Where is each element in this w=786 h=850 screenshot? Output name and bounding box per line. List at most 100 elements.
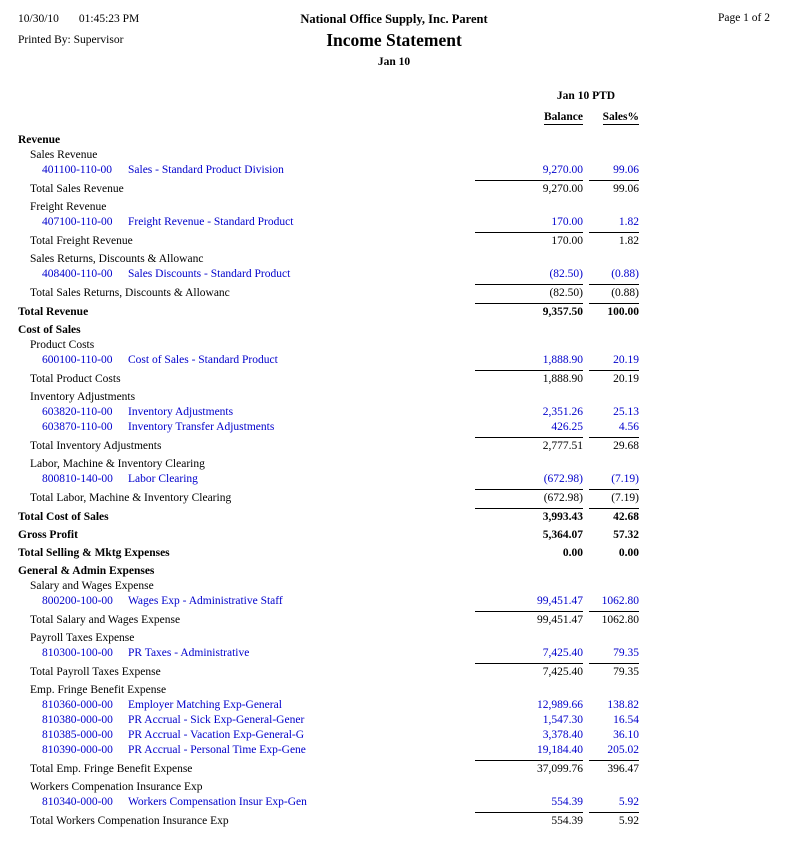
row-label-cell: Total Freight Revenue [18, 233, 475, 248]
row-label: Salary and Wages Expense [30, 579, 154, 592]
total-row: Total Emp. Fringe Benefit Expense 37,099.… [18, 760, 639, 776]
sales-pct-value[interactable]: 36.10 [613, 728, 639, 741]
sales-pct-value[interactable]: 4.56 [618, 420, 639, 433]
account-number-link[interactable]: 810390-000-00 [42, 743, 113, 756]
account-number-link[interactable]: 408400-110-00 [42, 267, 113, 280]
sales-pct-value[interactable]: 16.54 [613, 713, 639, 726]
balance-value[interactable]: 12,989.66 [537, 698, 583, 711]
balance-value[interactable]: (82.50) [549, 267, 583, 280]
account-description-link[interactable]: Workers Compensation Insur Exp-Gen [128, 795, 307, 808]
row-label: Inventory Adjustments [30, 390, 136, 403]
row-label-cell: Gross Profit [18, 527, 475, 542]
row-label-cell: Cost of Sales [18, 322, 639, 337]
row-label-cell: Total Sales Returns, Discounts & Allowan… [18, 285, 475, 300]
account-number-link[interactable]: 401100-110-00 [42, 163, 113, 176]
sales-pct-value[interactable]: 138.82 [607, 698, 639, 711]
row-label: Freight Revenue [30, 200, 107, 213]
balance-value[interactable]: 2,351.26 [542, 405, 583, 418]
sales-pct-value[interactable]: 25.13 [613, 405, 639, 418]
account-number-link[interactable]: 800810-140-00 [42, 472, 113, 485]
sales-pct-value[interactable]: 5.92 [618, 795, 639, 808]
section-row: Revenue [18, 132, 639, 147]
sales-pct-value[interactable]: 1062.80 [601, 594, 639, 607]
account-description-link[interactable]: Freight Revenue - Standard Product [128, 215, 294, 228]
sales-pct-value[interactable]: 99.06 [613, 163, 639, 176]
balance-value[interactable]: 7,425.40 [542, 646, 583, 659]
account-number-link[interactable]: 810385-000-00 [42, 728, 113, 741]
row-label: General & Admin Expenses [18, 564, 155, 577]
detail-row: 401100-110-00 Sales - Standard Product Di… [18, 162, 639, 177]
account-number-link[interactable]: 600100-110-00 [42, 353, 113, 366]
balance-value[interactable]: (672.98) [543, 472, 583, 485]
section-row: Cost of Sales [18, 322, 639, 337]
balance-value: 1,888.90 [475, 370, 583, 386]
sales-pct-value[interactable]: 1.82 [618, 215, 639, 228]
detail-row: 800810-140-00 Labor Clearing (672.98) (7.19… [18, 471, 639, 486]
row-label-cell: Sales Revenue [18, 147, 639, 162]
printed-by: Printed By: Supervisor [18, 34, 124, 46]
account-description-link[interactable]: Employer Matching Exp-General [128, 698, 282, 711]
account-description-link[interactable]: Inventory Adjustments [128, 405, 234, 418]
account-number-link[interactable]: 810380-000-00 [42, 713, 113, 726]
sales-pct-value[interactable]: 205.02 [607, 743, 639, 756]
account-description-link[interactable]: Cost of Sales - Standard Product [128, 353, 278, 366]
row-label: Total Salary and Wages Expense [30, 613, 181, 626]
account-number-link[interactable]: 603870-110-00 [42, 420, 113, 433]
grand-row: Gross Profit 5,364.07 57.32 [18, 527, 639, 542]
balance-value[interactable]: 9,270.00 [542, 163, 583, 176]
group-row: Product Costs [18, 337, 639, 352]
total-row: Total Product Costs 1,888.90 20.19 [18, 370, 639, 386]
period-header-row: Jan 10 PTD [18, 88, 639, 103]
detail-row: 810385-000-00 PR Accrual - Vacation Exp-G… [18, 727, 639, 742]
account-number-link[interactable]: 603820-110-00 [42, 405, 113, 418]
group-row: Freight Revenue [18, 199, 639, 214]
balance-value[interactable]: 19,184.40 [537, 743, 583, 756]
sales-pct-value[interactable]: 79.35 [613, 646, 639, 659]
account-description-link[interactable]: Inventory Transfer Adjustments [128, 420, 275, 433]
account-description-link[interactable]: PR Accrual - Personal Time Exp-Gene [128, 743, 306, 756]
detail-row: 603870-110-00 Inventory Transfer Adjustme… [18, 419, 639, 434]
row-label-cell: Labor, Machine & Inventory Clearing [18, 456, 639, 471]
detail-row: 408400-110-00 Sales Discounts - Standard … [18, 266, 639, 281]
balance-value[interactable]: 170.00 [551, 215, 583, 228]
account-description-link[interactable]: PR Accrual - Vacation Exp-General-G [128, 728, 305, 741]
account-description-link[interactable]: PR Taxes - Administrative [128, 646, 250, 659]
account-number-link[interactable]: 800200-100-00 [42, 594, 113, 607]
group-row: Sales Returns, Discounts & Allowanc [18, 251, 639, 266]
balance-value[interactable]: 1,547.30 [542, 713, 583, 726]
row-label-cell: 810340-000-00 Workers Compensation Insur … [18, 794, 475, 809]
account-number-link[interactable]: 407100-110-00 [42, 215, 113, 228]
sales-pct-value[interactable]: (7.19) [611, 472, 639, 485]
row-label-cell: Total Selling & Mktg Expenses [18, 545, 475, 560]
balance-value[interactable]: 554.39 [551, 795, 583, 808]
group-row: Salary and Wages Expense [18, 578, 639, 593]
balance-value[interactable]: 99,451.47 [537, 594, 583, 607]
sales-pct-value[interactable]: 20.19 [613, 353, 639, 366]
balance-value[interactable]: 3,378.40 [542, 728, 583, 741]
balance-value[interactable]: 426.25 [551, 420, 583, 433]
account-description-link[interactable]: Wages Exp - Administrative Staff [128, 594, 283, 607]
detail-row: 810340-000-00 Workers Compensation Insur … [18, 794, 639, 809]
account-description-link[interactable]: PR Accrual - Sick Exp-General-Gener [128, 713, 305, 726]
account-description-link[interactable]: Sales Discounts - Standard Product [128, 267, 291, 280]
sales-pct-value: 79.35 [589, 663, 639, 679]
row-label: Total Sales Revenue [30, 182, 124, 195]
sales-pct-value: 1.82 [589, 232, 639, 248]
balance-value: 5,364.07 [542, 528, 583, 541]
sales-pct-value[interactable]: (0.88) [611, 267, 639, 280]
total-row: Total Workers Compenation Insurance Exp 5… [18, 812, 639, 828]
sales-pct-value: 42.68 [589, 508, 639, 524]
spacer [18, 117, 475, 120]
account-number-link[interactable]: 810360-000-00 [42, 698, 113, 711]
row-label: Labor, Machine & Inventory Clearing [30, 457, 205, 470]
row-label-cell: Payroll Taxes Expense [18, 630, 639, 645]
account-number-link[interactable]: 810300-100-00 [42, 646, 113, 659]
account-description-link[interactable]: Sales - Standard Product Division [128, 163, 284, 176]
balance-value: 9,357.50 [475, 303, 583, 319]
balance-value[interactable]: 1,888.90 [542, 353, 583, 366]
account-description-link[interactable]: Labor Clearing [128, 472, 198, 485]
sales-pct-value: 99.06 [589, 180, 639, 196]
detail-row: 800200-100-00 Wages Exp - Administrative … [18, 593, 639, 608]
account-number-link[interactable]: 810340-000-00 [42, 795, 113, 808]
